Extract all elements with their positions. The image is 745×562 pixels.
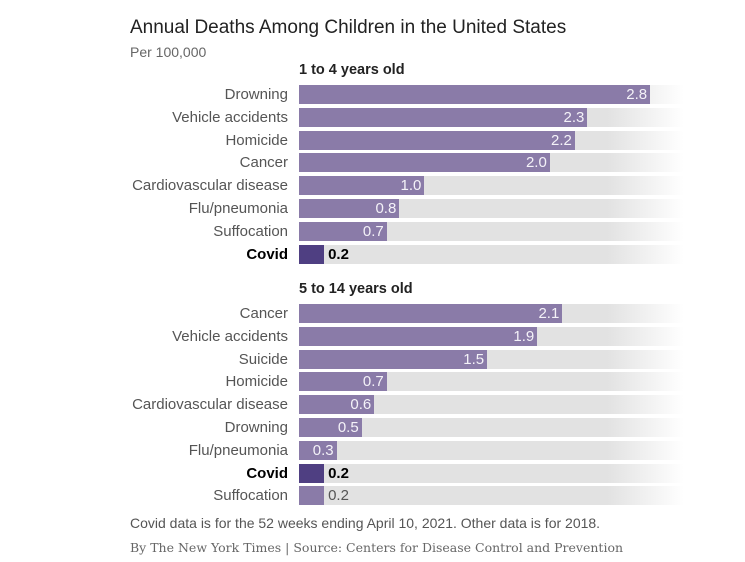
value-label: 0.2 <box>328 464 349 482</box>
bar-highlight <box>299 244 325 264</box>
category-label: Covid <box>246 464 288 482</box>
bar-track <box>299 221 684 241</box>
value-label: 1.5 <box>463 350 485 368</box>
bar <box>299 107 588 127</box>
value-label: 2.2 <box>551 131 572 149</box>
bar <box>299 326 538 346</box>
value-label: 0.7 <box>362 373 384 391</box>
value-label: 0.7 <box>362 222 384 240</box>
value-label: 2.0 <box>525 154 547 172</box>
category-label: Cardiovascular disease <box>132 396 288 414</box>
bar <box>299 440 337 460</box>
bar <box>299 85 651 104</box>
value-label: 2.8 <box>626 86 648 103</box>
bar-track <box>299 244 684 264</box>
category-label: Cardiovascular disease <box>132 177 288 195</box>
value-label: 0.2 <box>328 245 349 263</box>
category-label: Vehicle accidents <box>172 327 288 345</box>
bar <box>299 418 362 437</box>
category-label: Homicide <box>225 131 288 149</box>
bar <box>299 349 488 369</box>
value-label: 0.2 <box>328 487 349 505</box>
chart-credit: By The New York Times | Source: Centers … <box>130 540 624 555</box>
value-label: 0.8 <box>375 200 397 217</box>
bar-track <box>299 418 684 437</box>
category-label: Vehicle accidents <box>172 108 288 126</box>
category-label: Drowning <box>224 419 288 436</box>
bar <box>299 176 425 196</box>
category-label: Suicide <box>238 350 288 368</box>
bar <box>299 130 575 150</box>
value-label: 1.9 <box>513 327 535 345</box>
bar-track <box>299 395 684 415</box>
chart-note: Covid data is for the 52 weeks ending Ap… <box>130 515 601 531</box>
category-label: Homicide <box>225 373 288 391</box>
bar <box>299 486 325 506</box>
chart-subtitle: Per 100,000 <box>130 44 207 60</box>
bar <box>299 199 400 218</box>
category-label: Suffocation <box>213 222 288 240</box>
bar <box>299 395 375 415</box>
bar <box>299 304 563 323</box>
bar <box>299 153 550 173</box>
bar-highlight <box>299 463 325 483</box>
value-label: 0.3 <box>312 441 334 459</box>
category-label: Flu/pneumonia <box>188 200 288 217</box>
bar <box>299 372 387 392</box>
value-label: 0.5 <box>337 419 359 436</box>
value-label: 0.6 <box>350 396 372 414</box>
category-label: Flu/pneumonia <box>188 441 288 459</box>
category-label: Covid <box>246 245 288 263</box>
value-label: 2.1 <box>538 305 560 322</box>
bar-track <box>299 486 684 506</box>
category-label: Cancer <box>239 305 288 322</box>
bar-track <box>299 440 684 460</box>
bar-track <box>299 372 684 392</box>
category-label: Drowning <box>224 86 288 103</box>
bar-track <box>299 463 684 483</box>
category-label: Suffocation <box>213 487 288 505</box>
value-label: 1.0 <box>400 177 422 195</box>
value-label: 2.3 <box>563 108 585 126</box>
bar <box>299 221 387 241</box>
group-title: 5 to 14 years old <box>299 281 413 297</box>
category-label: Cancer <box>239 154 288 172</box>
chart-title: Annual Deaths Among Children in the Unit… <box>130 17 567 38</box>
group-title: 1 to 4 years old <box>299 62 405 78</box>
